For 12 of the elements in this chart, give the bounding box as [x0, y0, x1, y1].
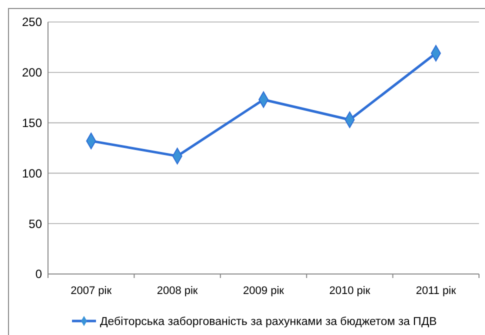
y-tick-label: 50: [28, 216, 42, 231]
x-tick-label: 2007 рік: [70, 285, 112, 297]
y-tick-label: 0: [35, 267, 42, 282]
x-tick-label: 2010 рік: [329, 285, 370, 297]
x-tick-label: 2011 рік: [416, 285, 456, 297]
y-tick-label: 250: [22, 15, 42, 30]
y-tick-label: 100: [22, 166, 42, 180]
y-tick-label: 200: [22, 66, 42, 80]
y-tick-label: 150: [22, 116, 42, 130]
x-tick-label: 2009 рік: [243, 285, 284, 297]
x-tick-label: 2008 рік: [156, 285, 198, 297]
legend-label: Дебіторська заборгованість за рахунками за бюджетом за ПДВ: [100, 316, 438, 328]
